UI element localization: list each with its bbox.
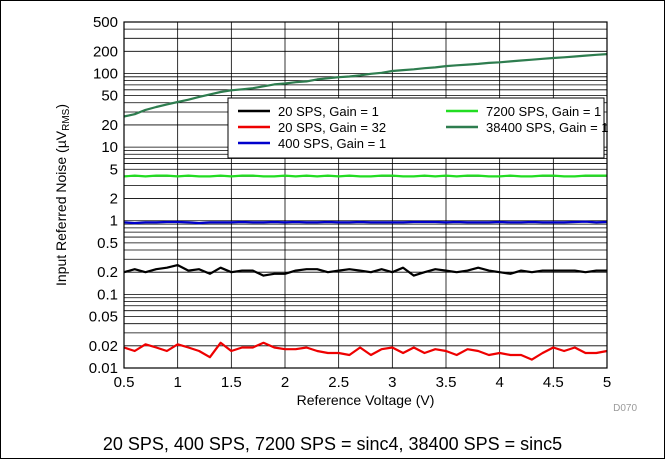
legend-box — [227, 97, 605, 159]
legend-label: 400 SPS, Gain = 1 — [278, 136, 386, 151]
y-tick-label: 200 — [93, 43, 118, 60]
y-tick-label: 0.02 — [89, 338, 118, 355]
x-axis-title: Reference Voltage (V) — [297, 392, 435, 408]
y-tick-label: 100 — [93, 65, 118, 82]
y-tick-label: 0.05 — [89, 309, 118, 326]
series-line-1 — [123, 264, 607, 277]
x-tick-label: 2.5 — [328, 374, 349, 391]
x-tick-label: 4.5 — [543, 374, 564, 391]
y-tick-label: 500 — [93, 14, 118, 31]
series-line-5 — [123, 53, 608, 118]
y-tick-label: 0.2 — [97, 264, 118, 281]
x-tick-label: 1 — [173, 374, 181, 391]
y-tick-label: 0.1 — [97, 286, 118, 303]
series-line-4 — [123, 174, 607, 178]
y-axis-title: Input Referred Noise (µVRMS) — [53, 104, 72, 286]
y-tick-label: 50 — [101, 88, 118, 105]
x-tick-label: 4 — [495, 374, 503, 391]
series-line-2 — [123, 341, 608, 361]
y-tick-label: 0.5 — [97, 235, 118, 252]
y-tick-label: 5 — [110, 161, 118, 178]
tick-labels: 0.01 0.02 0.05 0.1 0.2 0.5 1 2 5 10 20 50 100 200 500 0… — [89, 14, 611, 391]
legend-label: 20 SPS, Gain = 1 — [278, 104, 379, 119]
legend-label: 38400 SPS, Gain = 1 — [486, 120, 609, 135]
x-tick-label: 1.5 — [221, 374, 242, 391]
x-tick-label: 2 — [281, 374, 289, 391]
legend-label: 7200 SPS, Gain = 1 — [486, 104, 601, 119]
plot-area-border — [123, 21, 608, 369]
y-tick-label: 1 — [110, 213, 118, 230]
series-line-3 — [123, 220, 608, 225]
x-tick-label: 3 — [388, 374, 396, 391]
legend-label: 20 SPS, Gain = 32 — [278, 120, 386, 135]
y-tick-label: 2 — [110, 191, 118, 208]
legend: 20 SPS, Gain = 1 7200 SPS, Gain = 1 20 SPS… — [227, 97, 609, 159]
series-lines — [123, 53, 608, 361]
x-tick-label: 5 — [603, 374, 611, 391]
y-tick-label: 10 — [101, 139, 118, 156]
x-tick-label: 0.5 — [114, 374, 135, 391]
y-tick-label: 20 — [101, 117, 118, 134]
plot-code-label: D070 — [613, 403, 637, 414]
y-tick-label: 0.01 — [89, 360, 118, 377]
footnote: 20 SPS, 400 SPS, 7200 SPS = sinc4, 38400… — [102, 434, 563, 454]
x-tick-label: 3.5 — [436, 374, 457, 391]
